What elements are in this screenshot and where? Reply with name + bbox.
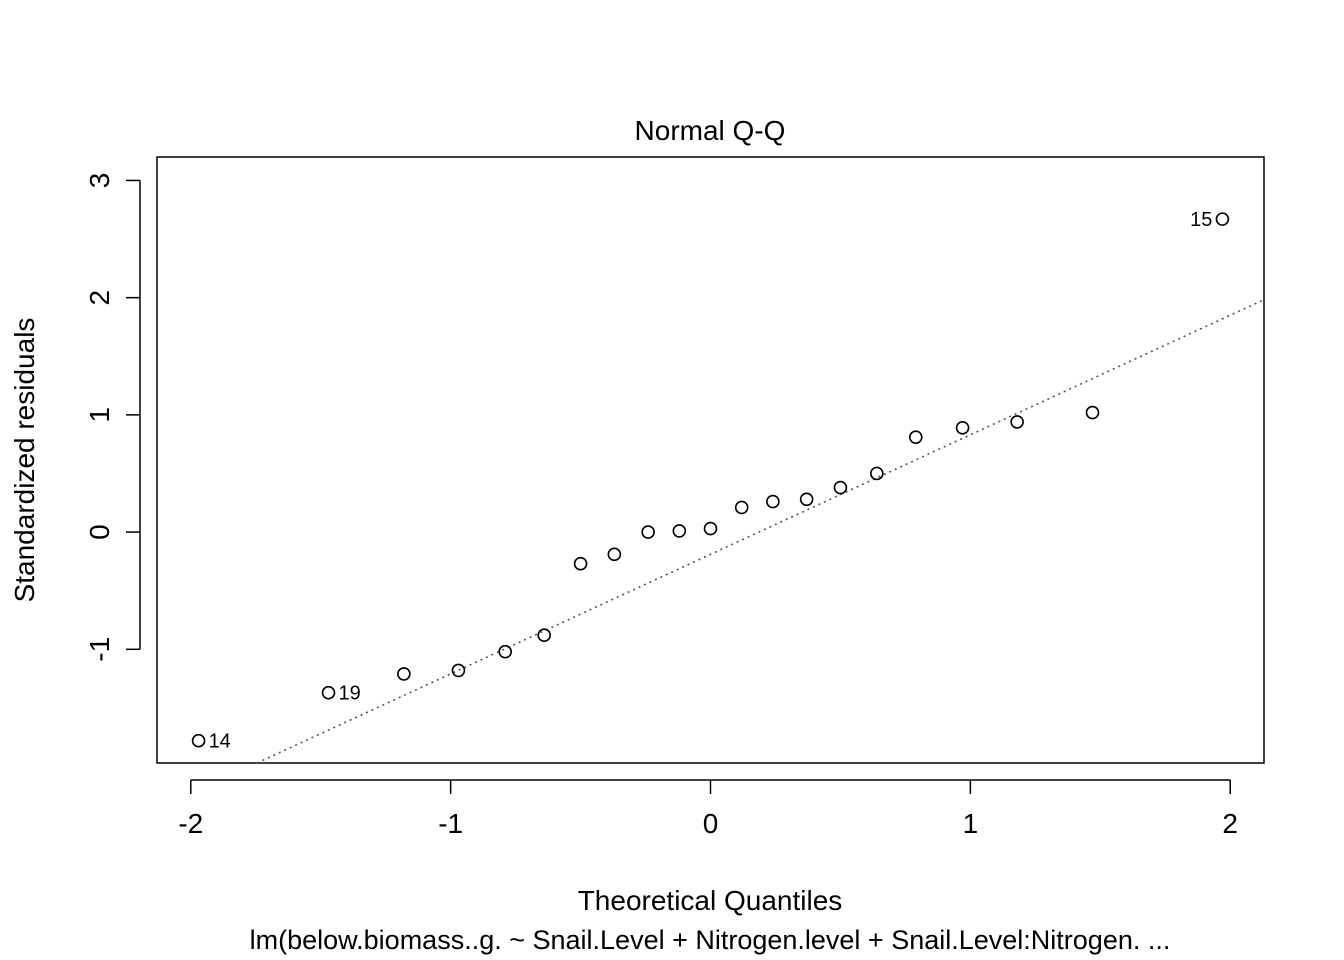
data-point [451, 663, 466, 678]
data-point [498, 644, 513, 659]
point-label: 15 [1190, 209, 1212, 231]
data-point [870, 466, 884, 481]
x-axis-label: Theoretical Quantiles [578, 885, 843, 916]
data-point [1010, 415, 1024, 429]
data-point [833, 480, 848, 495]
y-tick-label: -1 [84, 637, 115, 662]
data-point [397, 667, 411, 681]
data-point [537, 628, 551, 643]
data-point [799, 492, 814, 507]
data-point [641, 525, 655, 539]
y-tick-label: 0 [84, 524, 115, 540]
data-points: 14 19 15 [191, 209, 1230, 753]
data-point [734, 500, 749, 515]
plot-frame [156, 156, 1265, 764]
x-axis: -2 -1 0 1 2 [178, 779, 1238, 839]
data-point [573, 556, 588, 571]
y-tick-label: 2 [84, 290, 115, 306]
chart-title: Normal Q-Q [635, 115, 786, 146]
qq-reference-line [256, 298, 1265, 764]
point-label: 19 [339, 683, 361, 705]
data-point [1085, 405, 1100, 420]
y-axis: -1 0 1 2 3 [84, 173, 141, 662]
data-point [191, 733, 206, 748]
x-tick-label: 1 [963, 808, 979, 839]
data-point [955, 420, 970, 435]
model-formula-subtitle: lm(below.biomass..g. ~ Snail.Level + Nit… [250, 925, 1171, 955]
y-tick-label: 3 [84, 173, 115, 189]
y-axis-label: Standardized residuals [9, 318, 40, 603]
data-point [607, 547, 622, 562]
y-tick-label: 1 [84, 407, 115, 423]
x-tick-label: -2 [178, 808, 203, 839]
data-point [1215, 212, 1230, 226]
data-point [672, 524, 687, 538]
data-point [703, 521, 718, 536]
data-point [908, 430, 923, 444]
x-tick-label: -1 [438, 808, 463, 839]
x-tick-label: 0 [703, 808, 719, 839]
data-point [766, 494, 780, 509]
reference-line-group [256, 298, 1265, 764]
x-tick-label: 2 [1222, 808, 1238, 839]
data-point [321, 685, 336, 700]
point-label: 14 [209, 731, 231, 753]
